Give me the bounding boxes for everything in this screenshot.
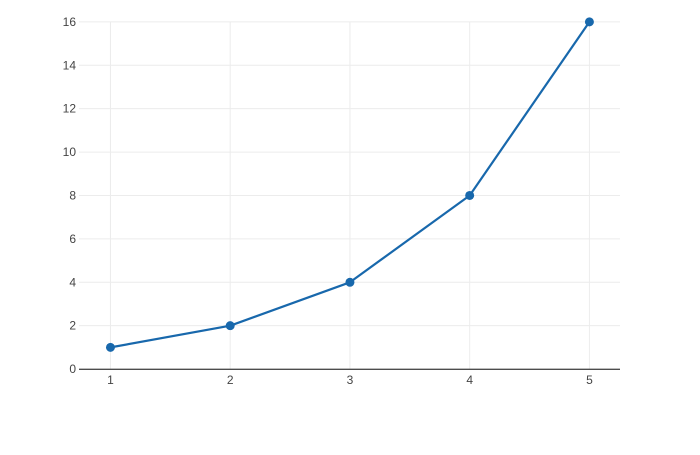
svg-text:5: 5 <box>586 373 593 387</box>
svg-text:1: 1 <box>107 373 114 387</box>
svg-text:4: 4 <box>69 275 76 289</box>
svg-text:10: 10 <box>63 145 77 159</box>
svg-text:16: 16 <box>63 15 77 29</box>
svg-text:3: 3 <box>347 373 354 387</box>
svg-text:8: 8 <box>69 188 76 202</box>
svg-text:2: 2 <box>227 373 234 387</box>
svg-text:0: 0 <box>69 362 76 376</box>
svg-text:2: 2 <box>69 319 76 333</box>
svg-text:12: 12 <box>63 102 77 116</box>
svg-text:6: 6 <box>69 232 76 246</box>
svg-text:14: 14 <box>63 58 77 72</box>
svg-text:4: 4 <box>466 373 473 387</box>
